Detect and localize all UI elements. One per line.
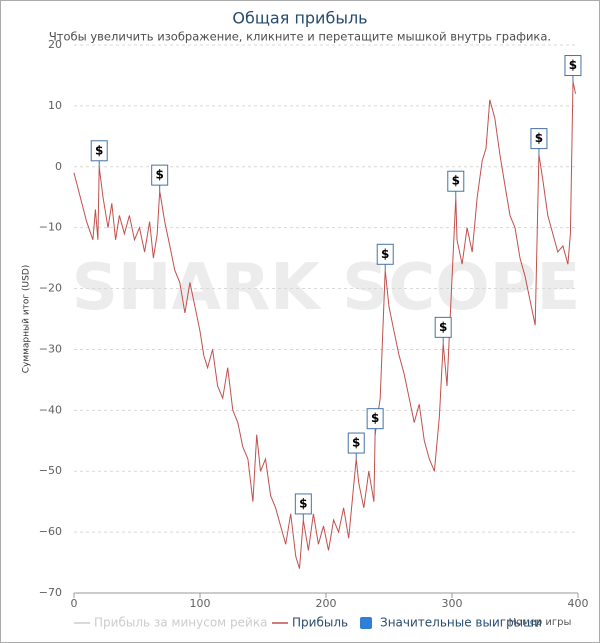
x-tick-label: 300 [442, 597, 463, 610]
flag-box [447, 170, 465, 192]
y-tick-label: −30 [39, 342, 62, 355]
flag: $ [564, 55, 582, 82]
flag: $ [376, 243, 394, 271]
flag-label: $ [156, 168, 164, 182]
flag-label: $ [452, 174, 460, 188]
legend-item[interactable]: Прибыль [272, 616, 348, 630]
y-tick-label: 0 [55, 160, 62, 173]
legend-symbol [360, 617, 372, 629]
flag: $ [347, 432, 365, 460]
flag: $ [447, 170, 465, 198]
flag-box [294, 493, 312, 515]
flag-label: $ [352, 436, 360, 450]
chart-subtitle: Чтобы увеличить изображение, кликните и … [49, 30, 551, 44]
y-tick-label: −50 [39, 464, 62, 477]
flag-box [366, 408, 384, 430]
flag-box [530, 128, 548, 150]
flag: $ [434, 316, 452, 344]
flag-label: $ [381, 247, 389, 261]
flag-box [434, 316, 452, 338]
legend-label: Прибыль за минусом рейка [94, 616, 267, 630]
flag-box [90, 140, 108, 162]
y-tick-label: 20 [48, 38, 62, 51]
legend-item[interactable]: Значительные выигрыши [360, 616, 542, 630]
flag: $ [90, 140, 108, 167]
y-axis-title: Суммарный итог (USD) [22, 265, 32, 374]
flag-label: $ [299, 496, 307, 510]
legend-item[interactable]: Прибыль за минусом рейка [74, 616, 267, 630]
x-tick-label: 0 [71, 597, 78, 610]
y-tick-label: −10 [39, 221, 62, 234]
y-tick-label: −70 [39, 586, 62, 599]
flag-box [376, 243, 394, 265]
flag-box [564, 55, 582, 77]
x-tick-label: 100 [190, 597, 211, 610]
flag: $ [294, 493, 312, 520]
x-tick-label: 400 [568, 597, 589, 610]
legend-label: Прибыль [292, 616, 348, 630]
flag: $ [151, 164, 169, 192]
y-tick-label: 10 [48, 99, 62, 112]
y-tick-label: −40 [39, 403, 62, 416]
y-tick-label: −60 [39, 525, 62, 538]
flag-label: $ [95, 143, 103, 157]
flag-label: $ [439, 320, 447, 334]
flag-box [347, 432, 365, 454]
flag-label: $ [535, 131, 543, 145]
flag-label: $ [371, 411, 379, 425]
x-tick-label: 200 [316, 597, 337, 610]
flag-label: $ [569, 58, 577, 72]
profit-line [73, 81, 576, 569]
flag-box [151, 164, 169, 186]
chart-title: Общая прибыль [232, 9, 367, 28]
y-tick-label: −20 [39, 282, 62, 295]
legend-label: Значительные выигрыши [380, 616, 542, 630]
flag: $ [366, 408, 384, 435]
x-axis-title: Номер игры [509, 617, 572, 628]
flag: $ [530, 128, 548, 155]
